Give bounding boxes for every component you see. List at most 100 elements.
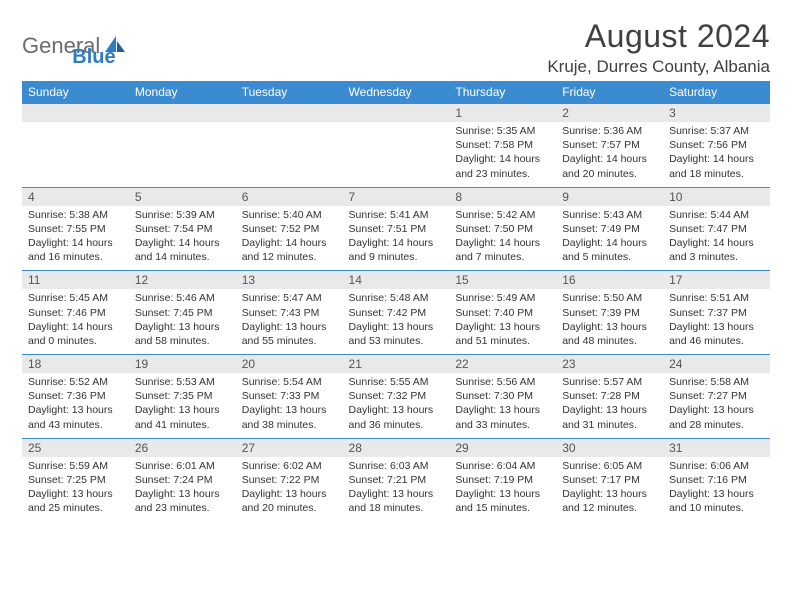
calendar-day-cell: 25Sunrise: 5:59 AMSunset: 7:25 PMDayligh… (22, 438, 129, 521)
sunset-line: Sunset: 7:36 PM (28, 389, 123, 403)
daylight-line-1: Daylight: 13 hours (28, 403, 123, 417)
day-data: Sunrise: 5:48 AMSunset: 7:42 PMDaylight:… (343, 289, 450, 354)
sunset-line: Sunset: 7:25 PM (28, 473, 123, 487)
page-title: August 2024 (547, 18, 770, 55)
calendar-day-cell: 13Sunrise: 5:47 AMSunset: 7:43 PMDayligh… (236, 271, 343, 355)
calendar-day-cell: 7Sunrise: 5:41 AMSunset: 7:51 PMDaylight… (343, 187, 450, 271)
day-number (236, 104, 343, 122)
day-number: 10 (663, 188, 770, 206)
daylight-line-1: Daylight: 14 hours (242, 236, 337, 250)
sunset-line: Sunset: 7:49 PM (562, 222, 657, 236)
sunset-line: Sunset: 7:35 PM (135, 389, 230, 403)
calendar-day-cell: 4Sunrise: 5:38 AMSunset: 7:55 PMDaylight… (22, 187, 129, 271)
day-data: Sunrise: 5:54 AMSunset: 7:33 PMDaylight:… (236, 373, 343, 438)
sunset-line: Sunset: 7:40 PM (455, 306, 550, 320)
sunrise-line: Sunrise: 6:05 AM (562, 459, 657, 473)
daylight-line-2: and 14 minutes. (135, 250, 230, 264)
day-data: Sunrise: 6:02 AMSunset: 7:22 PMDaylight:… (236, 457, 343, 522)
day-number: 30 (556, 439, 663, 457)
daylight-line-1: Daylight: 13 hours (562, 320, 657, 334)
sunset-line: Sunset: 7:52 PM (242, 222, 337, 236)
sunrise-line: Sunrise: 5:54 AM (242, 375, 337, 389)
sunset-line: Sunset: 7:16 PM (669, 473, 764, 487)
sunrise-line: Sunrise: 5:49 AM (455, 291, 550, 305)
calendar-day-cell (236, 104, 343, 188)
day-data: Sunrise: 5:46 AMSunset: 7:45 PMDaylight:… (129, 289, 236, 354)
day-number: 12 (129, 271, 236, 289)
sunrise-line: Sunrise: 5:39 AM (135, 208, 230, 222)
dow-header: Wednesday (343, 81, 450, 104)
day-data: Sunrise: 5:39 AMSunset: 7:54 PMDaylight:… (129, 206, 236, 271)
sunset-line: Sunset: 7:54 PM (135, 222, 230, 236)
day-number: 11 (22, 271, 129, 289)
daylight-line-2: and 58 minutes. (135, 334, 230, 348)
title-block: August 2024 Kruje, Durres County, Albani… (547, 18, 770, 77)
calendar-day-cell: 12Sunrise: 5:46 AMSunset: 7:45 PMDayligh… (129, 271, 236, 355)
calendar-day-cell: 15Sunrise: 5:49 AMSunset: 7:40 PMDayligh… (449, 271, 556, 355)
sunrise-line: Sunrise: 5:38 AM (28, 208, 123, 222)
dow-header: Monday (129, 81, 236, 104)
sunrise-line: Sunrise: 5:45 AM (28, 291, 123, 305)
daylight-line-2: and 23 minutes. (455, 167, 550, 181)
calendar-day-cell: 19Sunrise: 5:53 AMSunset: 7:35 PMDayligh… (129, 355, 236, 439)
day-data: Sunrise: 5:44 AMSunset: 7:47 PMDaylight:… (663, 206, 770, 271)
day-number: 16 (556, 271, 663, 289)
day-data: Sunrise: 5:52 AMSunset: 7:36 PMDaylight:… (22, 373, 129, 438)
sunset-line: Sunset: 7:46 PM (28, 306, 123, 320)
sunrise-line: Sunrise: 5:50 AM (562, 291, 657, 305)
daylight-line-2: and 53 minutes. (349, 334, 444, 348)
sunset-line: Sunset: 7:42 PM (349, 306, 444, 320)
day-data: Sunrise: 6:01 AMSunset: 7:24 PMDaylight:… (129, 457, 236, 522)
logo: General Blue (22, 22, 116, 69)
calendar-week: 25Sunrise: 5:59 AMSunset: 7:25 PMDayligh… (22, 438, 770, 521)
day-data: Sunrise: 6:04 AMSunset: 7:19 PMDaylight:… (449, 457, 556, 522)
dow-header: Friday (556, 81, 663, 104)
daylight-line-1: Daylight: 14 hours (455, 152, 550, 166)
calendar-day-cell: 31Sunrise: 6:06 AMSunset: 7:16 PMDayligh… (663, 438, 770, 521)
daylight-line-1: Daylight: 13 hours (562, 403, 657, 417)
day-number: 6 (236, 188, 343, 206)
day-number: 4 (22, 188, 129, 206)
daylight-line-2: and 16 minutes. (28, 250, 123, 264)
day-number: 20 (236, 355, 343, 373)
calendar-day-cell: 18Sunrise: 5:52 AMSunset: 7:36 PMDayligh… (22, 355, 129, 439)
calendar-day-cell: 23Sunrise: 5:57 AMSunset: 7:28 PMDayligh… (556, 355, 663, 439)
day-number: 23 (556, 355, 663, 373)
sunset-line: Sunset: 7:43 PM (242, 306, 337, 320)
daylight-line-1: Daylight: 14 hours (669, 236, 764, 250)
sunset-line: Sunset: 7:58 PM (455, 138, 550, 152)
daylight-line-2: and 12 minutes. (242, 250, 337, 264)
sunrise-line: Sunrise: 5:53 AM (135, 375, 230, 389)
dow-header: Saturday (663, 81, 770, 104)
day-data: Sunrise: 5:40 AMSunset: 7:52 PMDaylight:… (236, 206, 343, 271)
day-number: 8 (449, 188, 556, 206)
day-data: Sunrise: 5:56 AMSunset: 7:30 PMDaylight:… (449, 373, 556, 438)
day-data: Sunrise: 5:43 AMSunset: 7:49 PMDaylight:… (556, 206, 663, 271)
calendar-day-cell: 9Sunrise: 5:43 AMSunset: 7:49 PMDaylight… (556, 187, 663, 271)
sunrise-line: Sunrise: 5:47 AM (242, 291, 337, 305)
day-number: 28 (343, 439, 450, 457)
daylight-line-1: Daylight: 13 hours (669, 320, 764, 334)
daylight-line-1: Daylight: 13 hours (349, 487, 444, 501)
day-data: Sunrise: 5:42 AMSunset: 7:50 PMDaylight:… (449, 206, 556, 271)
sunrise-line: Sunrise: 5:51 AM (669, 291, 764, 305)
day-number (343, 104, 450, 122)
day-data: Sunrise: 5:55 AMSunset: 7:32 PMDaylight:… (343, 373, 450, 438)
calendar-day-cell: 29Sunrise: 6:04 AMSunset: 7:19 PMDayligh… (449, 438, 556, 521)
sunrise-line: Sunrise: 5:41 AM (349, 208, 444, 222)
daylight-line-1: Daylight: 13 hours (28, 487, 123, 501)
daylight-line-1: Daylight: 13 hours (242, 320, 337, 334)
daylight-line-1: Daylight: 14 hours (28, 236, 123, 250)
calendar-day-cell: 28Sunrise: 6:03 AMSunset: 7:21 PMDayligh… (343, 438, 450, 521)
calendar-day-cell: 10Sunrise: 5:44 AMSunset: 7:47 PMDayligh… (663, 187, 770, 271)
calendar-week: 1Sunrise: 5:35 AMSunset: 7:58 PMDaylight… (22, 104, 770, 188)
daylight-line-2: and 20 minutes. (242, 501, 337, 515)
sunrise-line: Sunrise: 5:35 AM (455, 124, 550, 138)
day-data: Sunrise: 5:50 AMSunset: 7:39 PMDaylight:… (556, 289, 663, 354)
logo-text-accent: Blue (72, 46, 115, 69)
daylight-line-1: Daylight: 14 hours (562, 236, 657, 250)
calendar-day-cell: 6Sunrise: 5:40 AMSunset: 7:52 PMDaylight… (236, 187, 343, 271)
sunset-line: Sunset: 7:27 PM (669, 389, 764, 403)
daylight-line-2: and 43 minutes. (28, 418, 123, 432)
sunrise-line: Sunrise: 5:58 AM (669, 375, 764, 389)
